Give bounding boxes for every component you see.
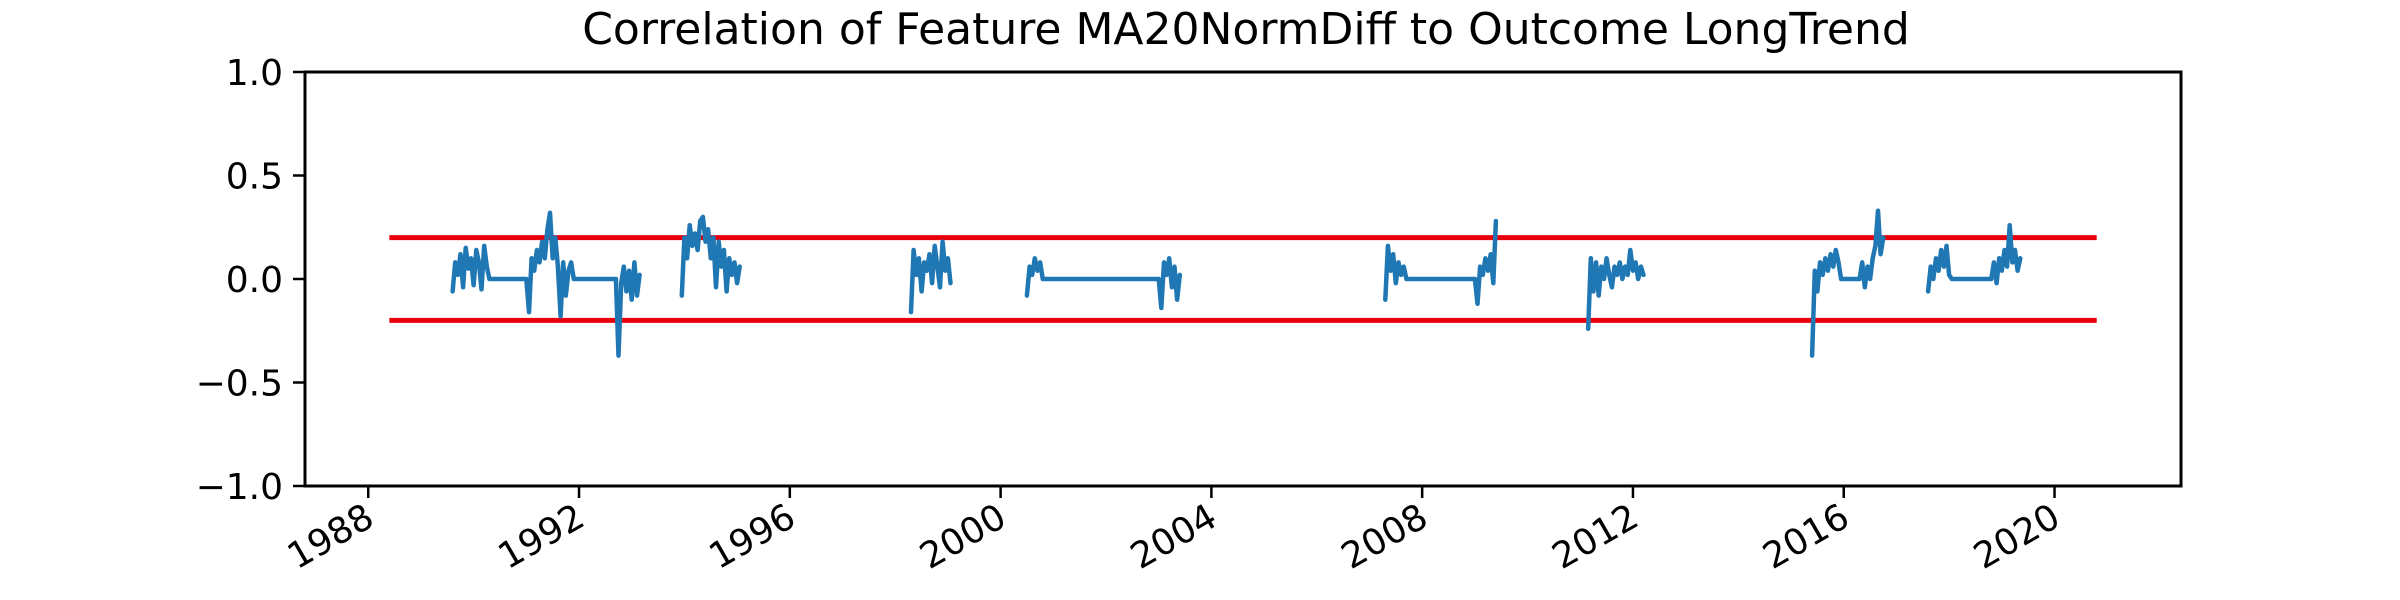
x-tick-label: 1988 (281, 496, 381, 577)
series-line-segment (1809, 208, 1886, 358)
plot-area (303, 70, 2183, 488)
y-tick-label: 1.0 (226, 53, 283, 94)
x-tick-label: 2008 (1335, 496, 1435, 577)
series-group (450, 208, 2023, 358)
x-axis: 1988 1992 1996 2000 2004 2008 2012 2016 2020 (281, 486, 2067, 578)
series-line-segment (1585, 247, 1646, 331)
series-line-segment (908, 239, 953, 315)
chart-title: Correlation of Feature MA20NormDiff to O… (582, 4, 1910, 55)
series-line-segment (1024, 256, 1183, 311)
y-tick-label: 0.0 (226, 260, 283, 301)
x-tick-label: 2016 (1756, 496, 1856, 577)
x-tick-label: 2012 (1546, 496, 1646, 577)
x-tick-label: 2000 (913, 496, 1013, 577)
y-tick-label: −1.0 (196, 467, 283, 508)
x-tick-label: 2004 (1124, 496, 1224, 577)
x-tick-label: 1996 (702, 496, 802, 577)
y-axis: 1.0 0.5 0.0 −0.5 −1.0 (196, 53, 305, 508)
y-tick-label: 0.5 (226, 157, 283, 198)
y-tick-label: −0.5 (196, 364, 283, 405)
x-tick-label: 2020 (1967, 496, 2067, 577)
series-line-segment (1925, 222, 2023, 294)
series-line-segment (1383, 218, 1499, 307)
x-tick-label: 1992 (492, 496, 592, 577)
series-line-segment (679, 214, 742, 298)
series-line-segment (450, 210, 642, 358)
